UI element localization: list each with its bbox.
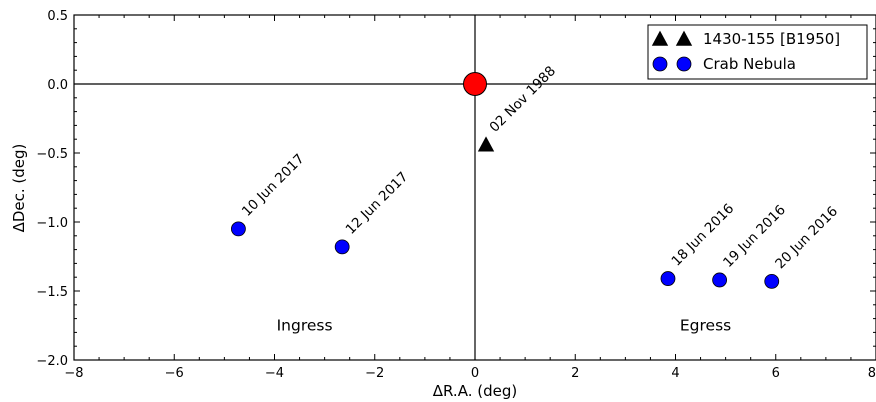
region-label: Egress [680, 317, 731, 335]
x-tick-labels: −8 −6 −4 −2 0 2 4 6 8 [64, 366, 876, 381]
x-tick-label: −6 [165, 366, 184, 381]
x-axis-label: ΔR.A. (deg) [433, 382, 517, 400]
x-tick-label: 6 [772, 366, 780, 381]
y-tick-label: −0.5 [36, 147, 68, 162]
legend: 1430-155 [B1950] Crab Nebula [647, 24, 868, 80]
x-tick-label: −2 [365, 366, 384, 381]
y-tick-label: −1.5 [36, 285, 68, 300]
sun-marker [463, 72, 487, 96]
circle-point [712, 272, 728, 288]
x-tick-label: −4 [265, 366, 284, 381]
circle-point [334, 239, 350, 255]
circle-point [231, 221, 246, 237]
region-label: Ingress [277, 317, 333, 335]
y-tick-label: 0.0 [47, 78, 68, 93]
y-tick-label: 0.5 [47, 9, 68, 24]
x-tick-label: 0 [471, 366, 479, 381]
region-labels: Ingress Egress [277, 317, 732, 335]
circle-point [764, 273, 780, 289]
triangle-point [477, 136, 495, 152]
legend-entry-label: 1430-155 [B1950] [703, 30, 840, 48]
y-axis-label: ΔDec. (deg) [10, 144, 28, 233]
legend-circle-marker [652, 56, 668, 72]
legend-circle-marker [676, 56, 692, 72]
y-tick-label: −2.0 [36, 354, 68, 369]
x-tick-label: 4 [671, 366, 679, 381]
legend-triangle-marker [651, 30, 669, 46]
y-tick-label: −1.0 [36, 216, 68, 231]
legend-entry-label: Crab Nebula [703, 55, 796, 73]
x-tick-label: 8 [868, 366, 876, 381]
x-tick-label: −8 [64, 366, 83, 381]
y-tick-labels: 0.5 0.0 −0.5 −1.0 −1.5 −2.0 [36, 9, 68, 369]
legend-triangle-marker [675, 30, 693, 46]
x-tick-label: 2 [571, 366, 579, 381]
circle-point [660, 271, 676, 286]
data-points [231, 72, 780, 289]
